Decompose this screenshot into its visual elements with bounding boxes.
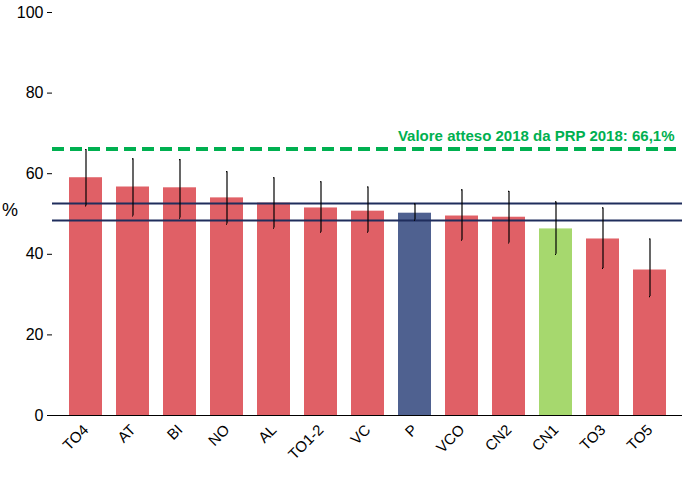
svg-text:0: 0 <box>35 407 44 424</box>
svg-text:BI: BI <box>163 421 185 443</box>
svg-text:100: 100 <box>17 4 44 21</box>
svg-text:P: P <box>401 421 420 440</box>
svg-text:AT: AT <box>114 421 139 446</box>
svg-text:TO3: TO3 <box>576 421 608 453</box>
svg-text:40: 40 <box>26 245 44 262</box>
svg-text:60: 60 <box>26 165 44 182</box>
svg-text:NO: NO <box>205 421 233 449</box>
svg-text:20: 20 <box>26 326 44 343</box>
svg-text:80: 80 <box>26 84 44 101</box>
svg-text:CN2: CN2 <box>481 421 514 454</box>
svg-text:CN1: CN1 <box>528 421 561 454</box>
svg-text:Valore atteso 2018 da PRP 2018: Valore atteso 2018 da PRP 2018: 66,1% <box>398 127 675 144</box>
svg-text:TO4: TO4 <box>59 421 91 453</box>
svg-text:VCO: VCO <box>433 421 468 456</box>
svg-text:AL: AL <box>255 421 280 446</box>
svg-text:TO5: TO5 <box>623 421 655 453</box>
svg-text:VC: VC <box>347 421 374 448</box>
svg-text:TO1-2: TO1-2 <box>285 421 327 463</box>
